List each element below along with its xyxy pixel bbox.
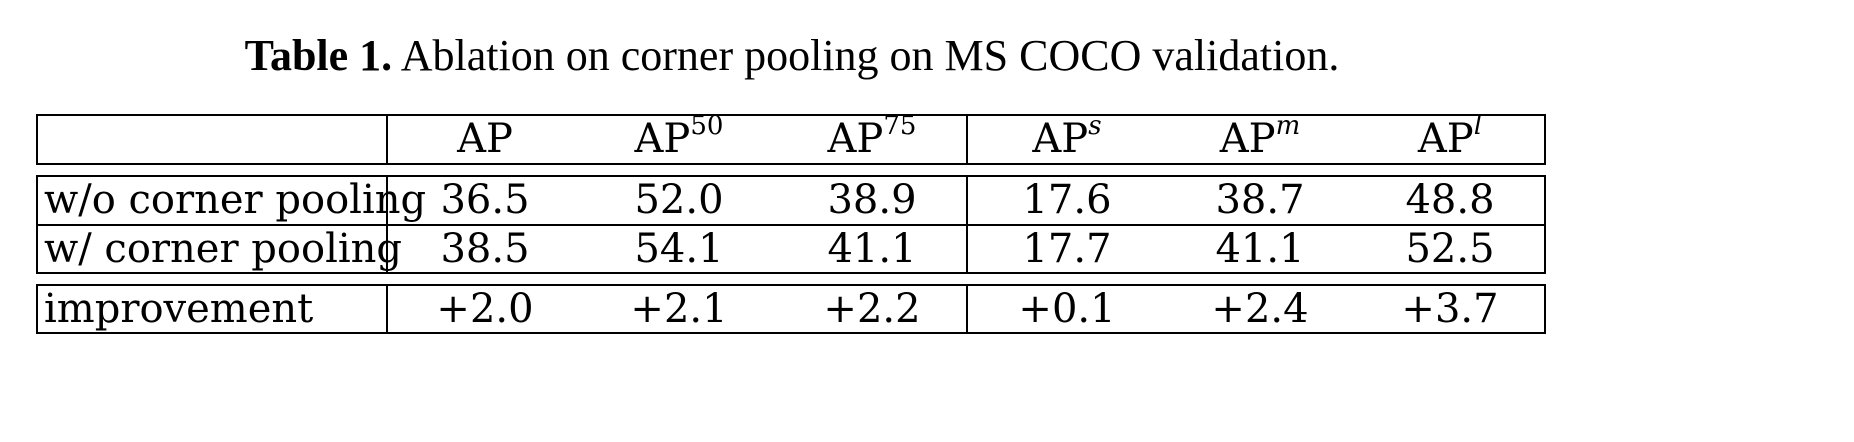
improvement-row: improvement +2.0 +2.1 +2.2 +0.1 +2.4 +3.…: [38, 286, 1544, 333]
table-cell: 17.7: [1022, 226, 1112, 272]
table-cell: +3.7: [1401, 286, 1499, 332]
table-cell: 48.8: [1405, 177, 1495, 223]
table-row: w/ corner pooling 38.5 54.1 41.1 17.7 41…: [38, 226, 1544, 273]
caption-label: Table 1.: [244, 31, 393, 80]
column-header: AP: [457, 116, 513, 162]
table-cell: +2.0: [436, 286, 534, 332]
column-header: AP50: [634, 110, 724, 162]
table-cell: 52.5: [1405, 226, 1495, 272]
column-header: APm: [1219, 110, 1301, 162]
row-divider: [38, 224, 1544, 226]
row-label: w/o corner pooling: [44, 177, 427, 223]
table-body: w/o corner pooling 36.5 52.0 38.9 17.6 3…: [36, 175, 1546, 274]
table-cell: +2.1: [630, 286, 728, 332]
row-label: improvement: [44, 286, 314, 332]
header-empty-cell: [38, 116, 386, 163]
table-cell: 17.6: [1022, 177, 1112, 223]
table-cell: 38.7: [1215, 177, 1305, 223]
table-header: AP AP50 AP75 APs APm APl: [36, 110, 1546, 165]
table-row: w/o corner pooling 36.5 52.0 38.9 17.6 3…: [38, 177, 1544, 224]
column-header: APl: [1417, 110, 1483, 162]
row-label: w/ corner pooling: [44, 226, 403, 272]
header-row: AP AP50 AP75 APs APm APl: [38, 110, 1544, 163]
table-cell: 38.9: [827, 177, 917, 223]
table-improvement: improvement +2.0 +2.1 +2.2 +0.1 +2.4 +3.…: [36, 284, 1546, 334]
table-cell: 36.5: [440, 177, 530, 223]
table-cell: +2.4: [1211, 286, 1309, 332]
table-cell: 41.1: [1215, 226, 1305, 272]
table-cell: 38.5: [440, 226, 530, 272]
table-cell: +2.2: [823, 286, 921, 332]
column-header: AP75: [827, 110, 917, 162]
table-cell: 41.1: [827, 226, 917, 272]
caption-text: Ablation on corner pooling on MS COCO va…: [400, 31, 1340, 80]
column-header: APs: [1032, 110, 1102, 162]
table-caption: Table 1. Ablation on corner pooling on M…: [0, 28, 1584, 84]
table-cell: 54.1: [634, 226, 724, 272]
table-cell: 52.0: [634, 177, 724, 223]
table-cell: +0.1: [1018, 286, 1116, 332]
